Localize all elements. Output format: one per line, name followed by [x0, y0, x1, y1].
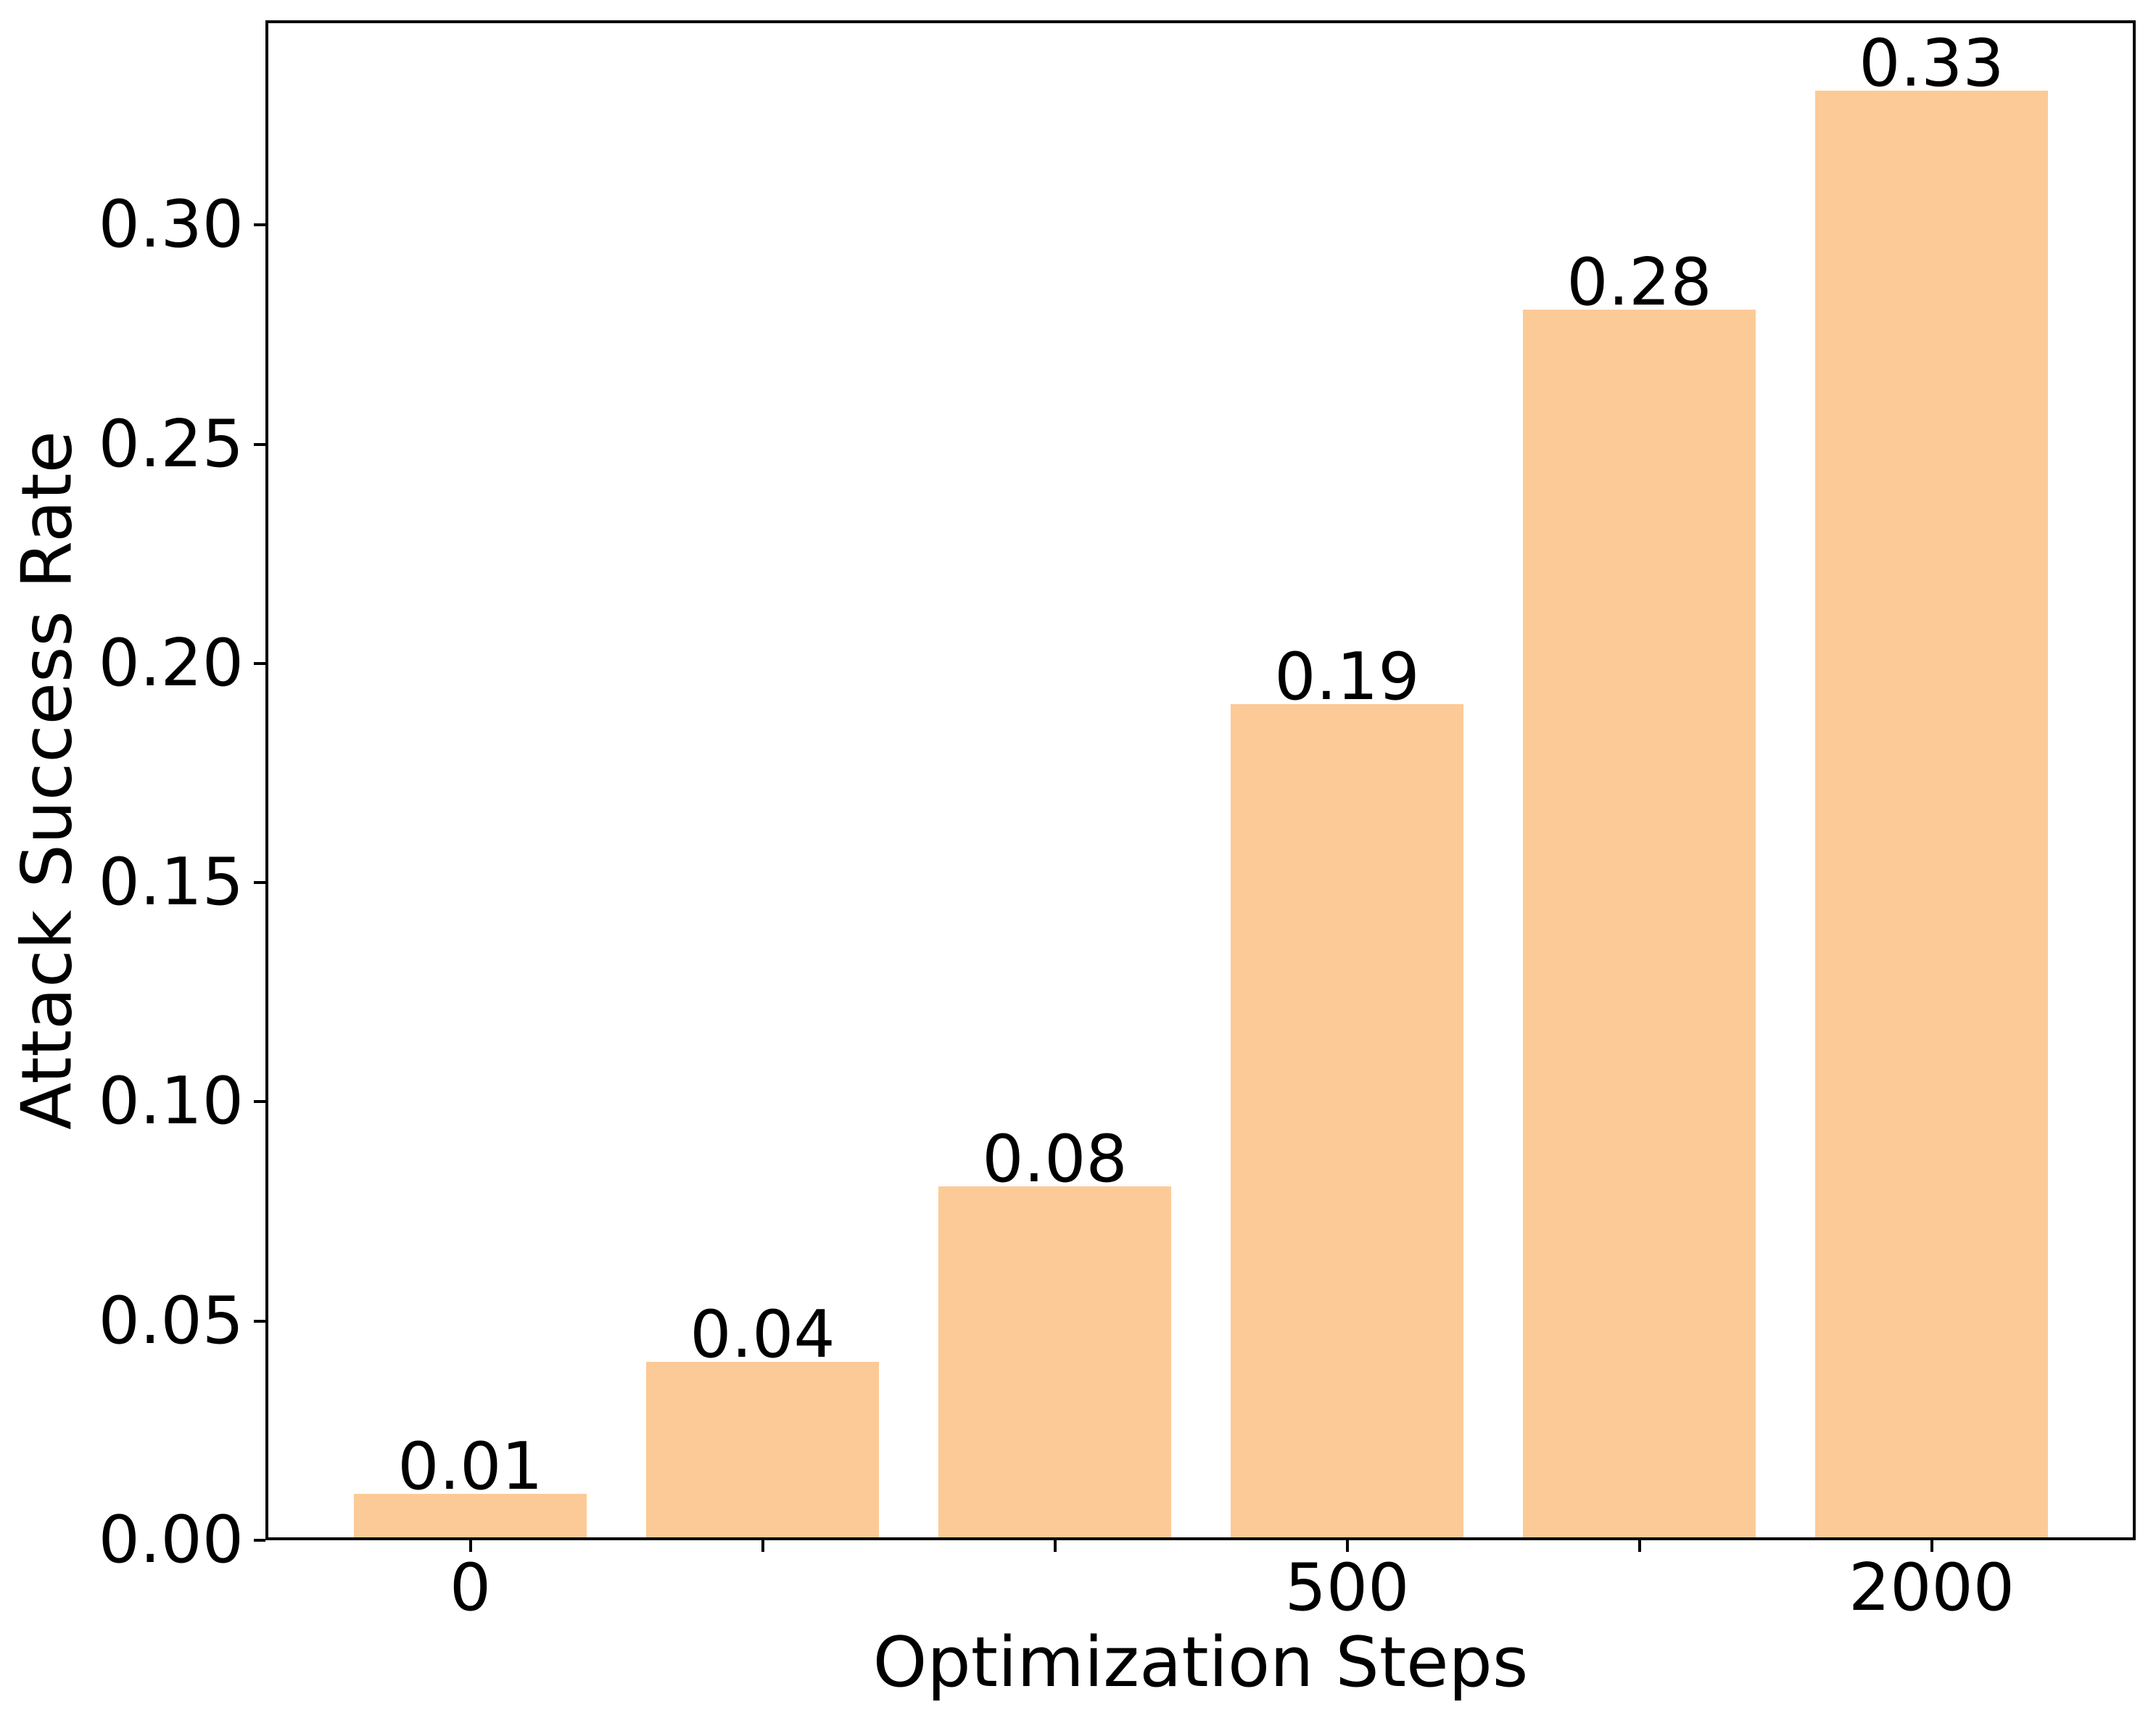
bar [354, 1494, 587, 1537]
bar-value-label: 0.01 [397, 1429, 543, 1505]
bar-value-label: 0.33 [1859, 25, 2004, 102]
y-tick-mark [254, 1539, 265, 1542]
y-tick-label: 0.25 [98, 405, 244, 482]
x-tick-label: 2000 [1848, 1550, 2015, 1626]
x-tick-mark [761, 1540, 764, 1552]
y-tick-label: 0.00 [98, 1502, 244, 1578]
y-tick-mark [254, 223, 265, 227]
y-tick-label: 0.05 [98, 1282, 244, 1359]
y-tick-mark [254, 1319, 265, 1323]
x-tick-mark [1637, 1540, 1641, 1552]
x-tick-label: 500 [1284, 1550, 1410, 1626]
bar [1231, 704, 1463, 1537]
bar-value-label: 0.04 [690, 1297, 835, 1373]
y-axis-label: Attack Success Rate [7, 431, 88, 1130]
x-tick-mark [1345, 1540, 1349, 1552]
bar [938, 1186, 1171, 1537]
bar [646, 1362, 879, 1537]
bar [1815, 91, 2048, 1537]
y-tick-mark [254, 661, 265, 665]
bar-value-label: 0.28 [1566, 244, 1712, 321]
y-tick-label: 0.15 [98, 844, 244, 921]
bar [1523, 310, 1756, 1537]
x-tick-mark [1053, 1540, 1057, 1552]
y-tick-label: 0.10 [98, 1063, 244, 1140]
x-tick-label: 0 [449, 1550, 492, 1626]
y-tick-mark [254, 442, 265, 446]
y-tick-label: 0.30 [98, 186, 244, 263]
x-tick-mark [468, 1540, 472, 1552]
y-tick-mark [254, 1100, 265, 1104]
x-tick-mark [1930, 1540, 1933, 1552]
y-tick-label: 0.20 [98, 624, 244, 701]
bar-value-label: 0.19 [1274, 639, 1420, 715]
x-axis-label: Optimization Steps [872, 1623, 1529, 1703]
y-tick-mark [254, 881, 265, 885]
plot-area: 0.01 0.04 0.08 0.19 0.28 0.33 0.00 0.05 0.10 0.1… [99, 20, 2136, 1703]
bar-value-label: 0.08 [982, 1121, 1128, 1197]
